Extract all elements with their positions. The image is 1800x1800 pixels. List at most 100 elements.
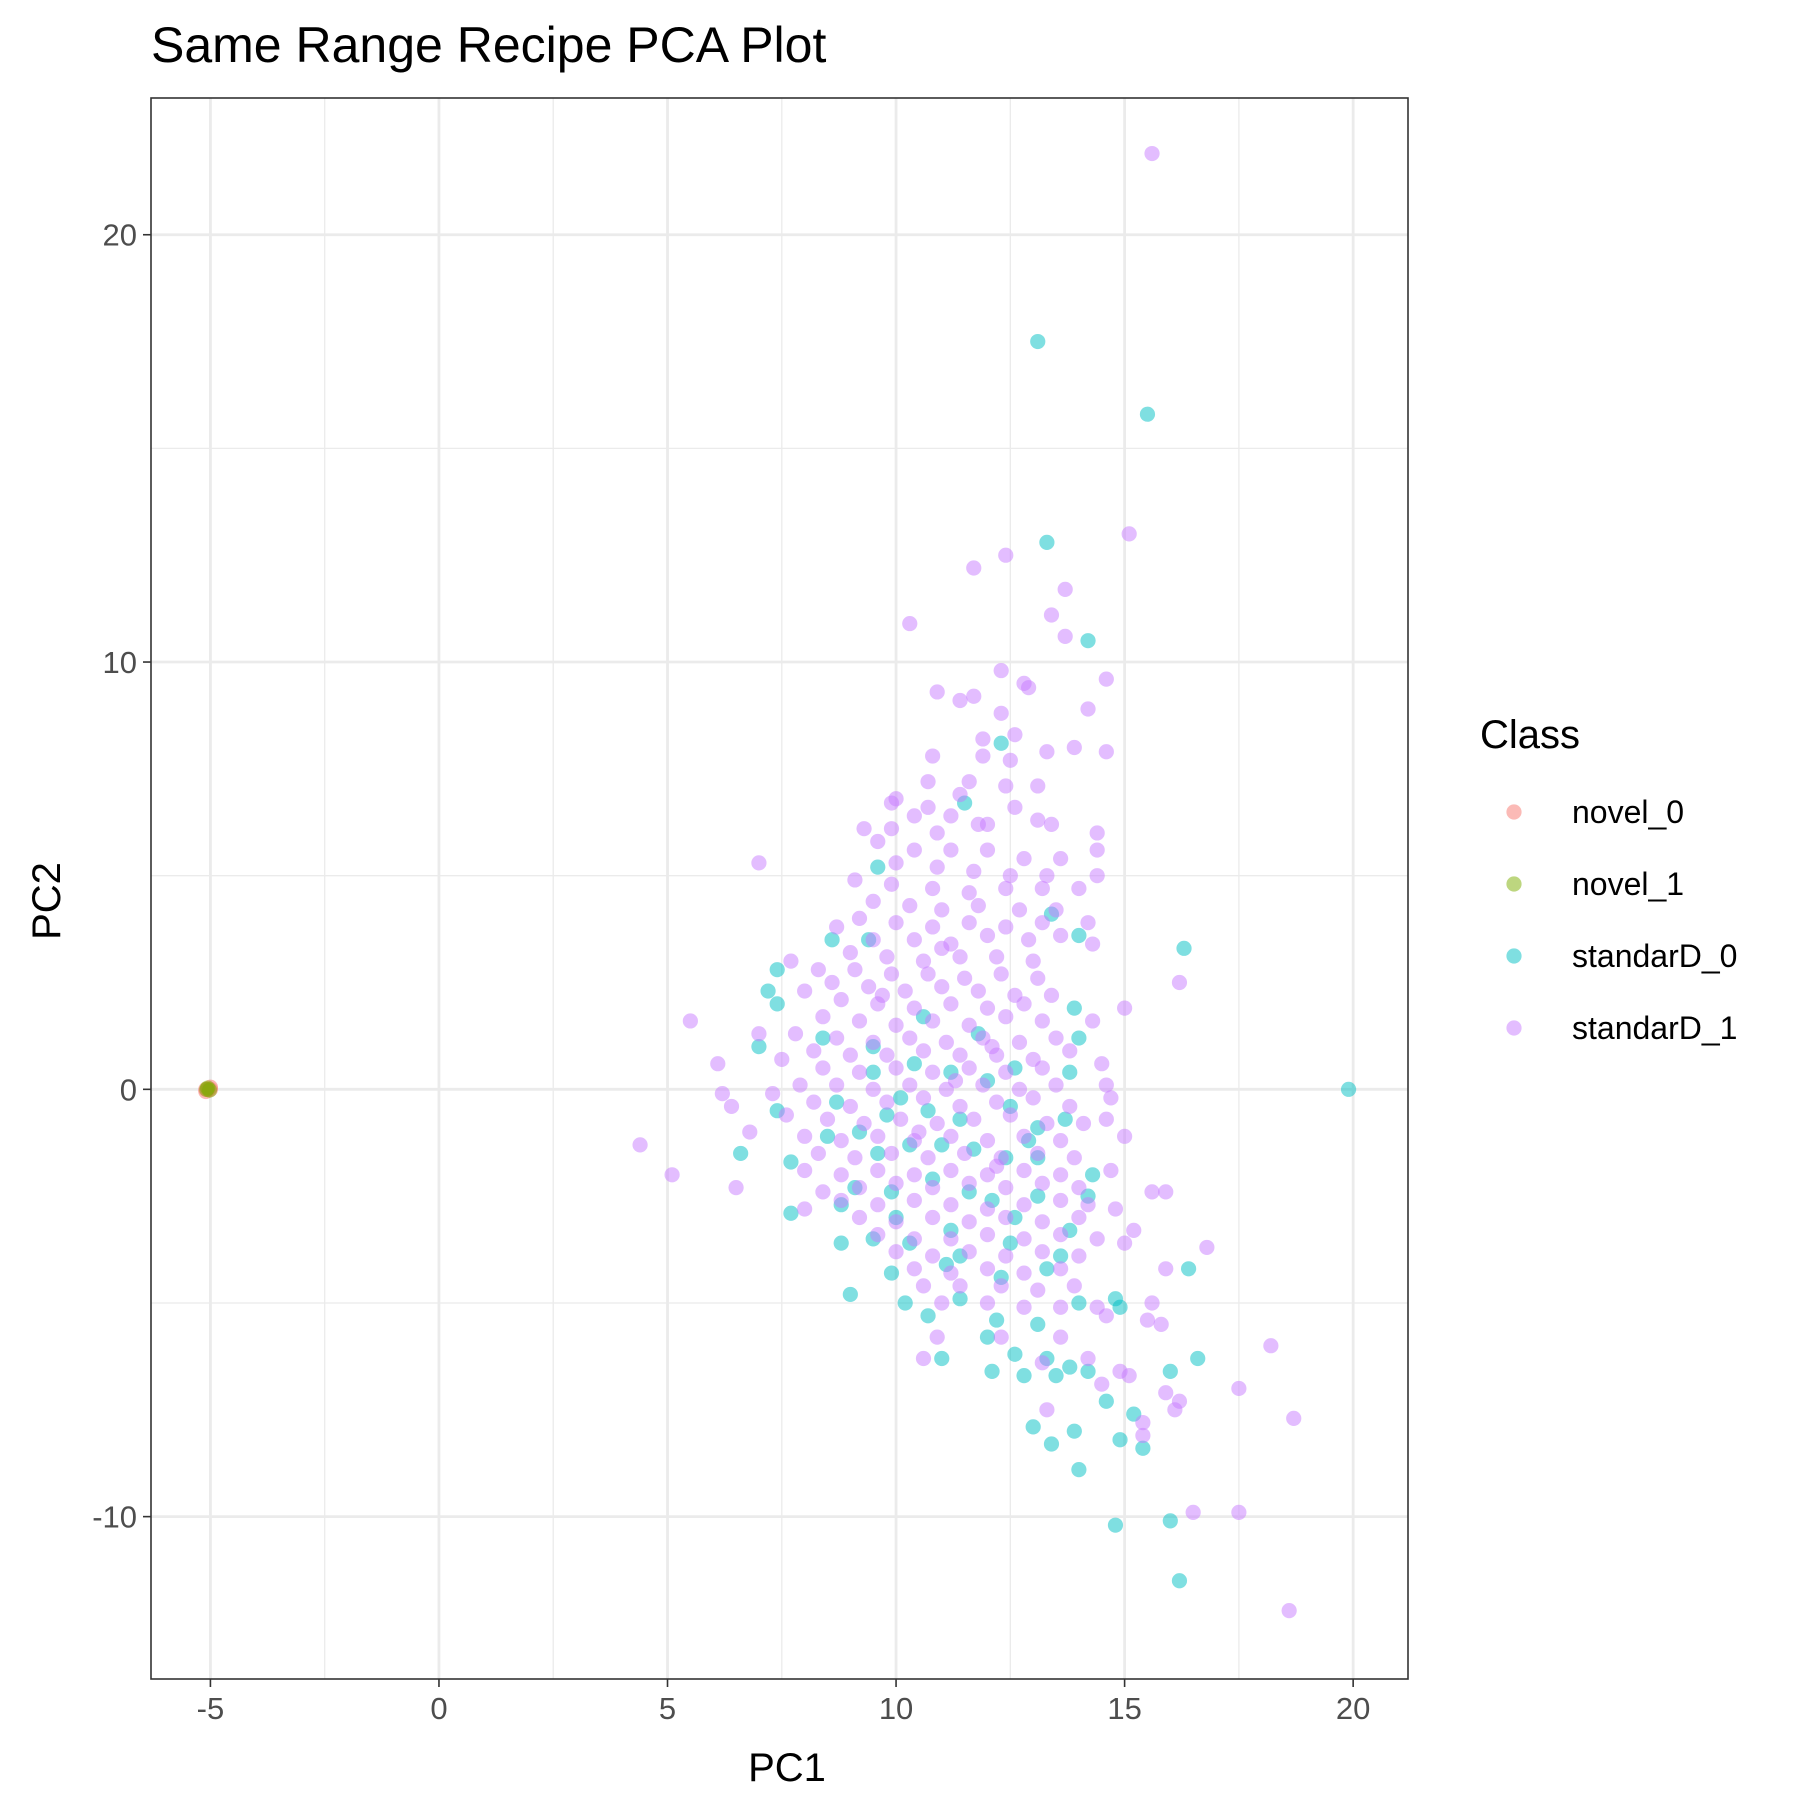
point-standarD_1 [906,1231,922,1247]
point-standarD_1 [851,1064,868,1080]
point-standarD_1 [1034,880,1050,897]
point-standarD_1 [888,915,904,931]
point-standarD_1 [1171,974,1188,991]
plot-panel-border [150,97,1409,1680]
point-standarD_0 [1053,1248,1069,1264]
point-standarD_1 [842,944,858,961]
point-standarD_1 [906,1000,922,1016]
point-standarD_1 [966,560,982,576]
point-standarD_0 [1080,1363,1096,1379]
point-standarD_1 [874,987,890,1003]
point-standarD_1 [883,1145,900,1162]
point-standarD_1 [1053,1299,1069,1315]
point-standarD_1 [979,1000,996,1016]
point-standarD_1 [815,1009,831,1025]
point-standarD_1 [751,855,767,871]
point-standarD_1 [1066,1278,1082,1294]
point-standarD_1 [906,842,922,858]
point-standarD_1 [842,1098,858,1115]
point-standarD_1 [714,1086,730,1102]
point-standarD_1 [998,1248,1014,1264]
point-standarD_1 [961,885,977,901]
point-standarD_1 [797,1162,813,1179]
point-standarD_1 [710,1056,726,1072]
point-standarD_1 [1016,1162,1032,1179]
point-standarD_1 [925,919,941,935]
point-standarD_1 [1135,1427,1151,1444]
point-standarD_1 [1062,1098,1078,1115]
point-standarD_1 [851,910,868,927]
point-standarD_1 [883,966,900,982]
point-standarD_1 [961,1175,977,1191]
point-standarD_1 [1016,1231,1032,1247]
point-standarD_1 [774,1051,790,1068]
x-axis-ticks: -5 0 5 10 15 20 [197,1679,1370,1726]
point-standarD_1 [929,825,945,841]
point-standarD_1 [1089,1231,1105,1247]
point-standarD_1 [778,1107,794,1123]
point-standarD_1 [970,816,986,833]
point-standarD_1 [993,966,1009,982]
point-standarD_0 [1162,1363,1178,1379]
point-standarD_1 [961,1214,977,1230]
point-standarD_1 [879,949,895,965]
point-standarD_1 [1034,1244,1050,1260]
point-standarD_1 [1039,868,1055,884]
point-standarD_1 [1158,1385,1174,1401]
legend-key [1506,948,1522,964]
legend-key [1506,876,1522,892]
point-standarD_1 [998,919,1014,935]
point-standarD_1 [1002,1107,1018,1123]
point-standarD_1 [879,1094,895,1110]
point-standarD_1 [829,1030,845,1046]
x-tick-label: 0 [430,1691,447,1726]
point-standarD_0 [1112,1432,1128,1448]
point-standarD_1 [925,1209,941,1226]
point-standarD_0 [842,1286,858,1303]
point-standarD_1 [1117,1235,1133,1251]
point-standarD_1 [1021,932,1037,948]
y-tick-label: 20 [103,218,137,253]
point-standarD_1 [824,974,840,991]
point-standarD_1 [938,1034,954,1050]
point-standarD_0 [1030,1316,1046,1332]
point-standarD_1 [1048,902,1064,918]
point-standarD_1 [1071,1180,1087,1196]
point-standarD_1 [1043,987,1060,1003]
point-standarD_1 [1066,1150,1082,1166]
point-standarD_1 [1126,1222,1142,1238]
point-standarD_1 [902,1077,918,1093]
point-standarD_1 [1048,1077,1064,1093]
point-standarD_1 [1057,628,1073,644]
point-standarD_1 [925,1180,941,1196]
point-standarD_1 [865,1034,881,1050]
point-standarD_1 [993,705,1009,721]
point-standarD_1 [970,983,986,999]
point-standarD_1 [1089,842,1105,858]
x-tick-label: 15 [1107,1691,1141,1726]
point-standarD_0 [1043,1436,1060,1452]
point-standarD_1 [998,547,1014,563]
point-standarD_1 [1144,1184,1160,1200]
point-standarD_0 [920,1103,936,1119]
legend-label: novel_0 [1572,794,1684,830]
point-standarD_1 [783,953,799,969]
x-axis-title: PC1 [748,1746,826,1790]
y-tick-label: 10 [103,645,137,680]
minor-gridlines [151,98,1408,1679]
point-standarD_1 [1263,1338,1279,1354]
point-standarD_1 [952,1278,968,1294]
point-standarD_1 [1011,1081,1028,1097]
legend-label: standarD_1 [1572,1010,1737,1046]
point-standarD_1 [961,915,977,931]
point-standarD_1 [1034,1060,1050,1076]
point-standarD_1 [979,842,996,858]
point-standarD_1 [979,1227,996,1243]
legend-item-novel_1: novel_1 [1506,866,1684,902]
legend-title: Class [1480,713,1580,757]
point-standarD_1 [998,1009,1014,1025]
point-standarD_0 [769,962,785,978]
point-standarD_1 [934,902,950,918]
point-standarD_0 [1071,1462,1087,1478]
